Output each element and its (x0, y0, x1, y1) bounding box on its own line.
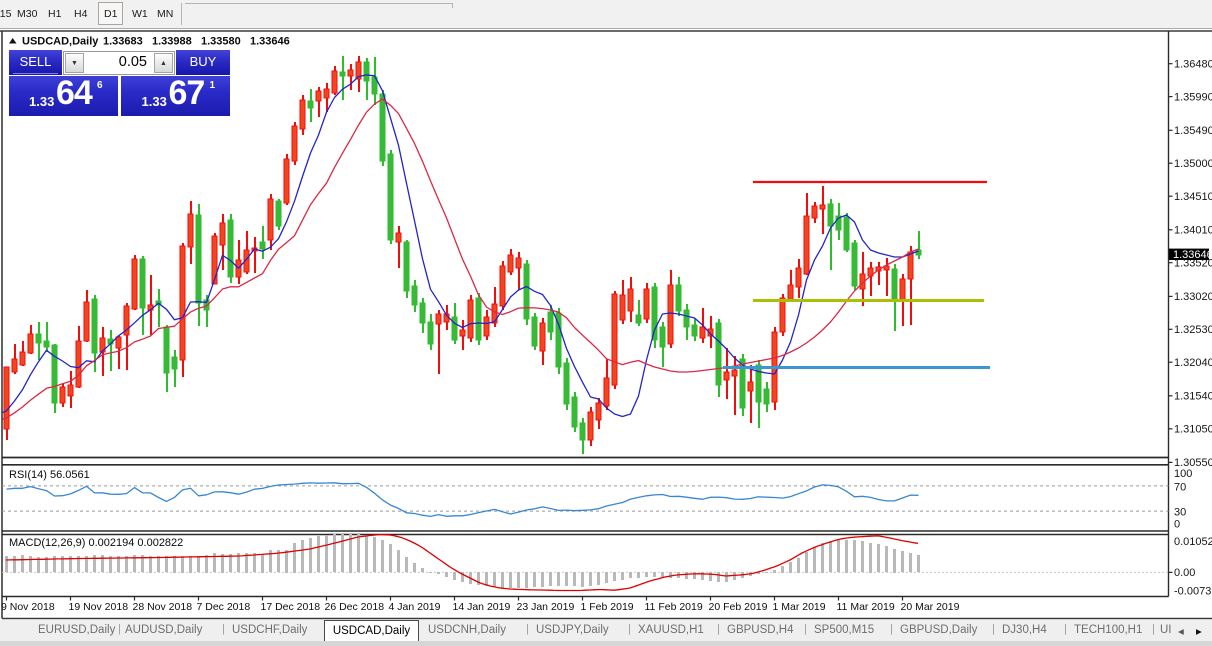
svg-text:USDCAD,Daily: USDCAD,Daily (22, 36, 99, 48)
svg-text:20 Mar 2019: 20 Mar 2019 (901, 601, 960, 613)
svg-text:1.33646: 1.33646 (250, 36, 290, 48)
svg-text:1 Feb 2019: 1 Feb 2019 (581, 601, 634, 613)
svg-text:100: 100 (1174, 468, 1192, 480)
svg-text:1.36480: 1.36480 (1174, 59, 1212, 71)
svg-text:4 Jan 2019: 4 Jan 2019 (389, 601, 441, 613)
svg-text:9 Nov 2018: 9 Nov 2018 (1, 601, 55, 613)
svg-text:1.33683: 1.33683 (103, 36, 143, 48)
svg-text:14 Jan 2019: 14 Jan 2019 (453, 601, 511, 613)
svg-text:0.010525: 0.010525 (1174, 536, 1212, 548)
svg-text:1.33580: 1.33580 (201, 36, 241, 48)
svg-text:19 Nov 2018: 19 Nov 2018 (69, 601, 129, 613)
svg-text:1.33520: 1.33520 (1174, 258, 1212, 270)
svg-text:RSI(14) 56.0561: RSI(14) 56.0561 (9, 469, 90, 481)
svg-text:1.31540: 1.31540 (1174, 391, 1212, 403)
svg-text:20 Feb 2019: 20 Feb 2019 (709, 601, 768, 613)
svg-text:-0.0073: -0.0073 (1174, 585, 1211, 597)
svg-text:11 Mar 2019: 11 Mar 2019 (837, 601, 895, 613)
svg-text:1.33988: 1.33988 (152, 36, 192, 48)
svg-text:28 Nov 2018: 28 Nov 2018 (133, 601, 193, 613)
svg-text:70: 70 (1174, 481, 1186, 493)
svg-text:MACD(12,26,9) 0.002194 0.00282: MACD(12,26,9) 0.002194 0.002822 (9, 537, 183, 549)
svg-text:11 Feb 2019: 11 Feb 2019 (645, 601, 703, 613)
svg-text:1.33646: 1.33646 (1173, 249, 1212, 261)
svg-text:1.34510: 1.34510 (1174, 191, 1212, 203)
svg-text:0.00: 0.00 (1174, 567, 1195, 579)
svg-text:17 Dec 2018: 17 Dec 2018 (261, 601, 321, 613)
svg-text:7 Dec 2018: 7 Dec 2018 (197, 601, 251, 613)
svg-text:1 Mar 2019: 1 Mar 2019 (773, 601, 826, 613)
svg-text:1.33020: 1.33020 (1174, 291, 1212, 303)
svg-text:1.32040: 1.32040 (1174, 357, 1212, 369)
svg-text:1.35490: 1.35490 (1174, 125, 1212, 137)
svg-text:1.32530: 1.32530 (1174, 324, 1212, 336)
svg-text:23 Jan 2019: 23 Jan 2019 (517, 601, 575, 613)
svg-text:1.35000: 1.35000 (1174, 158, 1212, 170)
svg-text:1.31050: 1.31050 (1174, 424, 1212, 436)
svg-text:1.30550: 1.30550 (1174, 457, 1212, 469)
svg-text:1.34010: 1.34010 (1174, 225, 1212, 237)
svg-text:1.35990: 1.35990 (1174, 91, 1212, 103)
svg-text:0: 0 (1174, 519, 1180, 531)
svg-text:30: 30 (1174, 507, 1186, 519)
svg-text:26 Dec 2018: 26 Dec 2018 (325, 601, 385, 613)
